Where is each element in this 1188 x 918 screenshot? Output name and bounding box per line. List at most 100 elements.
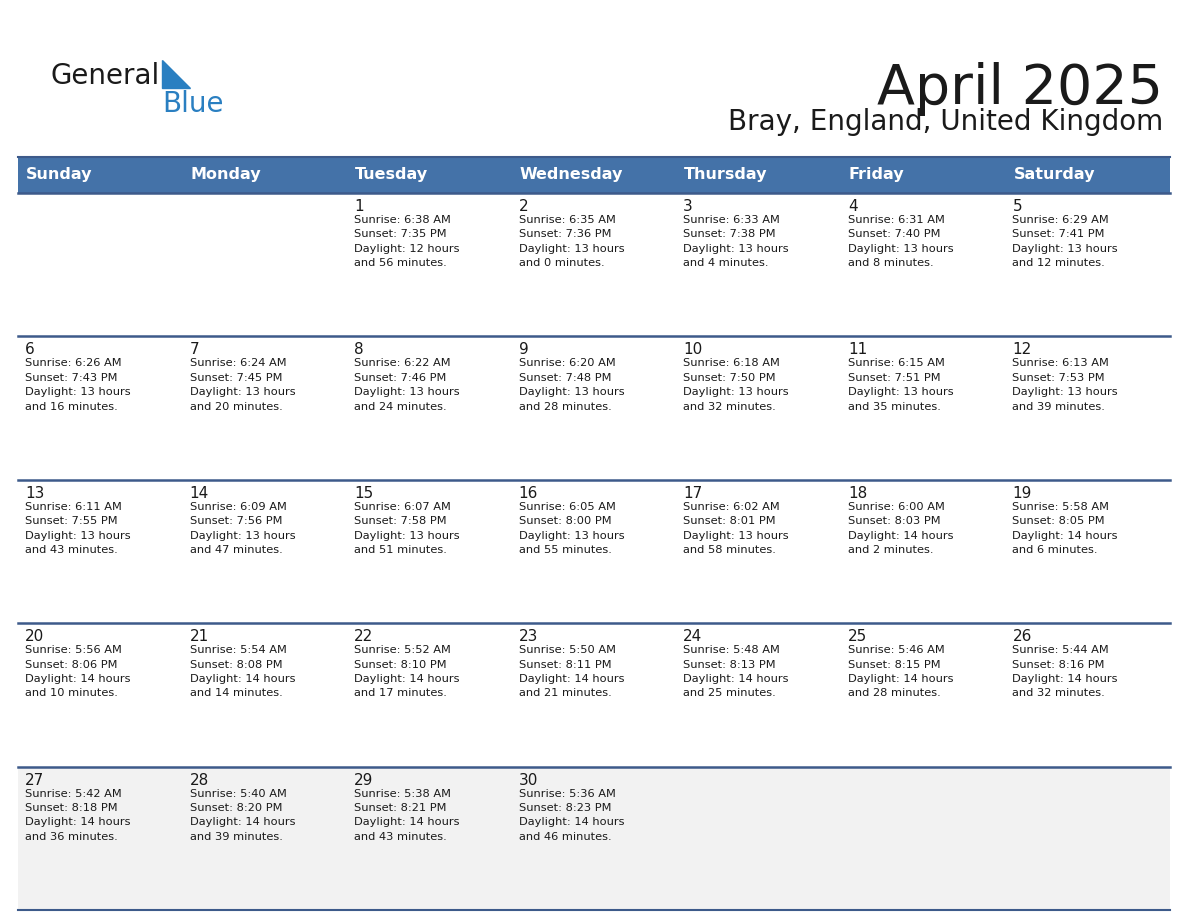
Bar — [1005, 480, 1170, 623]
Text: 18: 18 — [848, 486, 867, 501]
Text: Thursday: Thursday — [684, 167, 767, 183]
Bar — [512, 336, 676, 480]
Text: Sunrise: 6:20 AM
Sunset: 7:48 PM
Daylight: 13 hours
and 28 minutes.: Sunrise: 6:20 AM Sunset: 7:48 PM Dayligh… — [519, 358, 625, 411]
Text: 27: 27 — [25, 773, 44, 788]
Text: Bray, England, United Kingdom: Bray, England, United Kingdom — [728, 108, 1163, 136]
Text: Friday: Friday — [849, 167, 904, 183]
Text: Sunrise: 5:42 AM
Sunset: 8:18 PM
Daylight: 14 hours
and 36 minutes.: Sunrise: 5:42 AM Sunset: 8:18 PM Dayligh… — [25, 789, 131, 842]
Text: Sunrise: 5:52 AM
Sunset: 8:10 PM
Daylight: 14 hours
and 17 minutes.: Sunrise: 5:52 AM Sunset: 8:10 PM Dayligh… — [354, 645, 460, 699]
Text: Sunrise: 6:38 AM
Sunset: 7:35 PM
Daylight: 12 hours
and 56 minutes.: Sunrise: 6:38 AM Sunset: 7:35 PM Dayligh… — [354, 215, 460, 268]
Bar — [1005, 767, 1170, 910]
Text: Sunrise: 5:50 AM
Sunset: 8:11 PM
Daylight: 14 hours
and 21 minutes.: Sunrise: 5:50 AM Sunset: 8:11 PM Dayligh… — [519, 645, 624, 699]
Bar — [183, 623, 347, 767]
Bar — [841, 623, 1005, 767]
Text: 1: 1 — [354, 199, 364, 214]
Text: 19: 19 — [1012, 486, 1032, 501]
Bar — [347, 193, 512, 336]
Bar — [512, 480, 676, 623]
Bar — [512, 623, 676, 767]
Bar — [183, 767, 347, 910]
Bar — [841, 157, 1005, 193]
Text: Sunrise: 6:18 AM
Sunset: 7:50 PM
Daylight: 13 hours
and 32 minutes.: Sunrise: 6:18 AM Sunset: 7:50 PM Dayligh… — [683, 358, 789, 411]
Text: 24: 24 — [683, 629, 702, 644]
Text: 12: 12 — [1012, 342, 1031, 357]
Text: Sunrise: 6:15 AM
Sunset: 7:51 PM
Daylight: 13 hours
and 35 minutes.: Sunrise: 6:15 AM Sunset: 7:51 PM Dayligh… — [848, 358, 954, 411]
Bar — [18, 767, 183, 910]
Bar — [347, 623, 512, 767]
Text: 15: 15 — [354, 486, 373, 501]
Bar — [183, 193, 347, 336]
Text: 11: 11 — [848, 342, 867, 357]
Text: Sunrise: 6:22 AM
Sunset: 7:46 PM
Daylight: 13 hours
and 24 minutes.: Sunrise: 6:22 AM Sunset: 7:46 PM Dayligh… — [354, 358, 460, 411]
Text: Sunrise: 6:02 AM
Sunset: 8:01 PM
Daylight: 13 hours
and 58 minutes.: Sunrise: 6:02 AM Sunset: 8:01 PM Dayligh… — [683, 502, 789, 555]
Text: Sunrise: 6:26 AM
Sunset: 7:43 PM
Daylight: 13 hours
and 16 minutes.: Sunrise: 6:26 AM Sunset: 7:43 PM Dayligh… — [25, 358, 131, 411]
Text: 6: 6 — [25, 342, 34, 357]
Bar — [18, 157, 183, 193]
Text: 29: 29 — [354, 773, 373, 788]
Bar — [347, 157, 512, 193]
Bar — [183, 480, 347, 623]
Bar — [18, 336, 183, 480]
Bar — [347, 336, 512, 480]
Text: Sunrise: 5:48 AM
Sunset: 8:13 PM
Daylight: 14 hours
and 25 minutes.: Sunrise: 5:48 AM Sunset: 8:13 PM Dayligh… — [683, 645, 789, 699]
Text: 7: 7 — [190, 342, 200, 357]
Text: Sunrise: 6:09 AM
Sunset: 7:56 PM
Daylight: 13 hours
and 47 minutes.: Sunrise: 6:09 AM Sunset: 7:56 PM Dayligh… — [190, 502, 295, 555]
Text: Sunrise: 5:38 AM
Sunset: 8:21 PM
Daylight: 14 hours
and 43 minutes.: Sunrise: 5:38 AM Sunset: 8:21 PM Dayligh… — [354, 789, 460, 842]
Bar — [512, 767, 676, 910]
Text: 30: 30 — [519, 773, 538, 788]
Text: Tuesday: Tuesday — [355, 167, 428, 183]
Bar — [512, 157, 676, 193]
Text: 23: 23 — [519, 629, 538, 644]
Text: 21: 21 — [190, 629, 209, 644]
Bar — [841, 767, 1005, 910]
Bar — [676, 336, 841, 480]
Bar — [841, 193, 1005, 336]
Text: Sunrise: 6:33 AM
Sunset: 7:38 PM
Daylight: 13 hours
and 4 minutes.: Sunrise: 6:33 AM Sunset: 7:38 PM Dayligh… — [683, 215, 789, 268]
Text: 13: 13 — [25, 486, 44, 501]
Text: Wednesday: Wednesday — [519, 167, 623, 183]
Text: Sunrise: 5:40 AM
Sunset: 8:20 PM
Daylight: 14 hours
and 39 minutes.: Sunrise: 5:40 AM Sunset: 8:20 PM Dayligh… — [190, 789, 295, 842]
Text: 16: 16 — [519, 486, 538, 501]
Bar — [183, 157, 347, 193]
Text: April 2025: April 2025 — [877, 62, 1163, 116]
Bar — [676, 480, 841, 623]
Bar — [676, 157, 841, 193]
Text: Sunrise: 6:29 AM
Sunset: 7:41 PM
Daylight: 13 hours
and 12 minutes.: Sunrise: 6:29 AM Sunset: 7:41 PM Dayligh… — [1012, 215, 1118, 268]
Text: Sunday: Sunday — [26, 167, 93, 183]
Text: 22: 22 — [354, 629, 373, 644]
Text: Sunrise: 6:31 AM
Sunset: 7:40 PM
Daylight: 13 hours
and 8 minutes.: Sunrise: 6:31 AM Sunset: 7:40 PM Dayligh… — [848, 215, 954, 268]
Text: 5: 5 — [1012, 199, 1022, 214]
Bar — [1005, 193, 1170, 336]
Text: Blue: Blue — [162, 90, 223, 118]
Text: Sunrise: 5:54 AM
Sunset: 8:08 PM
Daylight: 14 hours
and 14 minutes.: Sunrise: 5:54 AM Sunset: 8:08 PM Dayligh… — [190, 645, 295, 699]
Text: 4: 4 — [848, 199, 858, 214]
Text: 9: 9 — [519, 342, 529, 357]
Text: 17: 17 — [683, 486, 702, 501]
Polygon shape — [162, 60, 190, 88]
Bar — [841, 480, 1005, 623]
Text: 28: 28 — [190, 773, 209, 788]
Text: Sunrise: 6:00 AM
Sunset: 8:03 PM
Daylight: 14 hours
and 2 minutes.: Sunrise: 6:00 AM Sunset: 8:03 PM Dayligh… — [848, 502, 953, 555]
Bar — [183, 336, 347, 480]
Text: Sunrise: 6:05 AM
Sunset: 8:00 PM
Daylight: 13 hours
and 55 minutes.: Sunrise: 6:05 AM Sunset: 8:00 PM Dayligh… — [519, 502, 625, 555]
Text: Sunrise: 5:46 AM
Sunset: 8:15 PM
Daylight: 14 hours
and 28 minutes.: Sunrise: 5:46 AM Sunset: 8:15 PM Dayligh… — [848, 645, 953, 699]
Bar — [1005, 157, 1170, 193]
Bar — [512, 193, 676, 336]
Text: Sunrise: 6:24 AM
Sunset: 7:45 PM
Daylight: 13 hours
and 20 minutes.: Sunrise: 6:24 AM Sunset: 7:45 PM Dayligh… — [190, 358, 295, 411]
Text: Sunrise: 5:44 AM
Sunset: 8:16 PM
Daylight: 14 hours
and 32 minutes.: Sunrise: 5:44 AM Sunset: 8:16 PM Dayligh… — [1012, 645, 1118, 699]
Bar — [1005, 623, 1170, 767]
Text: 26: 26 — [1012, 629, 1032, 644]
Text: 10: 10 — [683, 342, 702, 357]
Bar — [347, 480, 512, 623]
Bar — [18, 193, 183, 336]
Text: Sunrise: 6:07 AM
Sunset: 7:58 PM
Daylight: 13 hours
and 51 minutes.: Sunrise: 6:07 AM Sunset: 7:58 PM Dayligh… — [354, 502, 460, 555]
Text: Sunrise: 5:36 AM
Sunset: 8:23 PM
Daylight: 14 hours
and 46 minutes.: Sunrise: 5:36 AM Sunset: 8:23 PM Dayligh… — [519, 789, 624, 842]
Text: 3: 3 — [683, 199, 693, 214]
Bar — [347, 767, 512, 910]
Bar — [676, 623, 841, 767]
Text: 8: 8 — [354, 342, 364, 357]
Text: Saturday: Saturday — [1013, 167, 1095, 183]
Text: 2: 2 — [519, 199, 529, 214]
Text: General: General — [50, 62, 159, 90]
Bar — [1005, 336, 1170, 480]
